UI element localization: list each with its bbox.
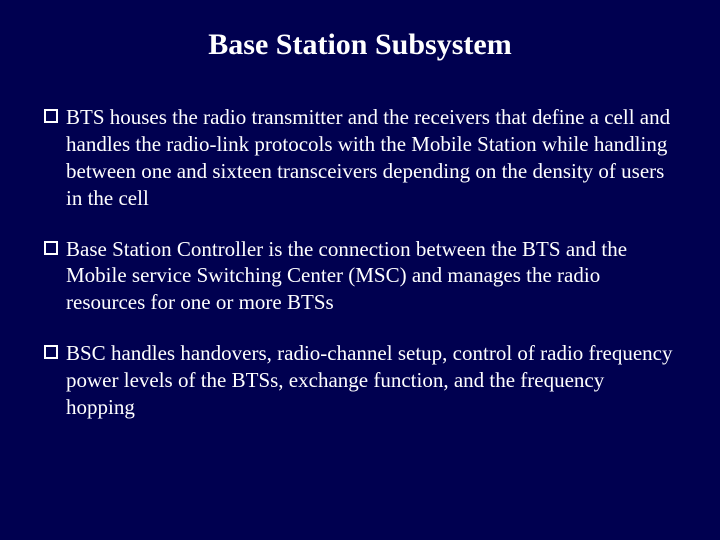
slide-title: Base Station Subsystem bbox=[44, 28, 676, 62]
list-item: BSC handles handovers, radio-channel set… bbox=[44, 340, 676, 421]
hollow-square-icon bbox=[44, 345, 58, 359]
bullet-text: Base Station Controller is the connectio… bbox=[66, 236, 676, 317]
slide: Base Station Subsystem BTS houses the ra… bbox=[0, 0, 720, 540]
hollow-square-icon bbox=[44, 109, 58, 123]
list-item: BTS houses the radio transmitter and the… bbox=[44, 104, 676, 212]
bullet-list: BTS houses the radio transmitter and the… bbox=[44, 104, 676, 421]
hollow-square-icon bbox=[44, 241, 58, 255]
list-item: Base Station Controller is the connectio… bbox=[44, 236, 676, 317]
bullet-text: BSC handles handovers, radio-channel set… bbox=[66, 340, 676, 421]
bullet-text: BTS houses the radio transmitter and the… bbox=[66, 104, 676, 212]
